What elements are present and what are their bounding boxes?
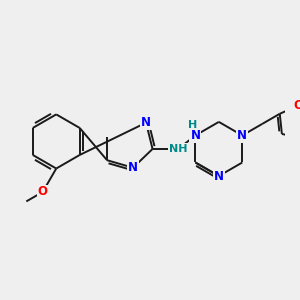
Text: N: N [141, 116, 151, 129]
Text: N: N [214, 169, 224, 182]
Text: N: N [128, 161, 138, 174]
Text: O: O [293, 99, 300, 112]
Text: H: H [188, 120, 197, 130]
Text: O: O [38, 185, 48, 198]
Text: N: N [190, 129, 200, 142]
Text: NH: NH [169, 144, 188, 154]
Text: N: N [237, 129, 247, 142]
